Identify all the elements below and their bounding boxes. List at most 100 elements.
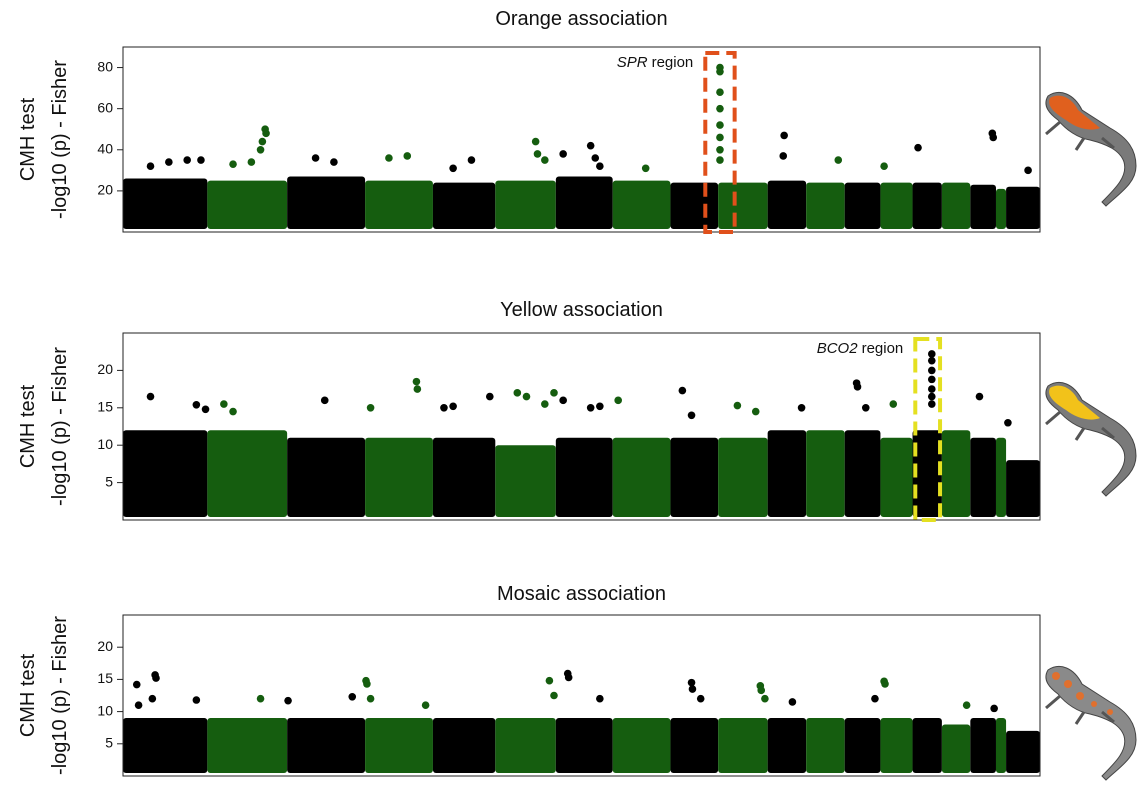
snp-point: [596, 402, 604, 411]
snp-point: [385, 154, 393, 162]
chromosome-band: [555, 176, 613, 229]
snp-point: [449, 402, 457, 411]
snp-point: [192, 401, 201, 409]
snp-point: [412, 377, 421, 386]
snp-point: [716, 121, 724, 129]
snp-point: [440, 404, 448, 412]
y-tick-label: 20: [97, 182, 113, 198]
snp-point: [614, 396, 622, 405]
snp-point: [262, 129, 270, 138]
chromosome-band: [970, 718, 996, 773]
chromosome-band: [718, 718, 768, 773]
chromosome-band: [941, 430, 971, 517]
region-label: SPR region: [617, 54, 694, 71]
y-tick-label: 10: [97, 436, 113, 452]
chromosome-band: [432, 718, 496, 773]
chromosome-band: [912, 182, 942, 229]
snp-point: [596, 694, 604, 703]
y-tick-label: 5: [105, 473, 113, 489]
y-tick-label: 10: [97, 702, 113, 718]
snp-point: [688, 685, 697, 693]
snp-point: [914, 143, 922, 152]
snp-point: [564, 673, 573, 682]
chromosome-band: [806, 718, 845, 773]
chromosome-band: [941, 724, 971, 773]
panel: Mosaic association CMH test -log10 (p) - F…: [17, 583, 1041, 777]
chromosome-band: [718, 182, 768, 229]
y-axis-label: -log10 (p) - Fisher: [49, 616, 71, 775]
region-label-part: BCO2: [817, 340, 859, 357]
snp-point: [586, 141, 595, 150]
chromosome-band: [555, 718, 613, 773]
snp-point: [596, 162, 604, 171]
chromosome-band: [670, 437, 719, 517]
chromosome-band: [995, 718, 1007, 773]
snp-point: [403, 152, 412, 160]
snp-point: [559, 150, 567, 158]
snp-point: [550, 691, 558, 700]
snp-point: [797, 404, 806, 412]
chromosome-band: [207, 430, 288, 517]
plot-frame: [122, 332, 1041, 521]
chromosome-band: [365, 180, 433, 229]
snp-point: [716, 156, 724, 164]
snp-point: [927, 366, 936, 375]
y-tick-label: 15: [97, 399, 113, 415]
snp-point: [183, 156, 191, 164]
snp-point: [871, 694, 879, 703]
snp-point: [678, 386, 687, 395]
chromosome-band: [207, 718, 288, 773]
panel-title: Yellow association: [500, 299, 663, 321]
plot-frame: [122, 614, 1041, 777]
chromosome-band: [432, 437, 496, 517]
snp-point: [881, 680, 889, 688]
y-tick-label: 60: [97, 99, 113, 115]
chromosome-band: [941, 182, 971, 229]
panel: Orange association CMH test -log10 (p) - F…: [17, 8, 1041, 234]
snp-point: [716, 88, 724, 97]
chromosome-band: [1006, 730, 1040, 773]
chromosome-band: [555, 437, 613, 517]
chromosome-band: [612, 437, 671, 517]
snp-point: [975, 392, 984, 401]
chromosome-band: [1006, 186, 1040, 229]
snp-point: [962, 701, 971, 709]
snp-point: [363, 680, 371, 688]
snp-point: [559, 396, 567, 405]
y-tick-label: 40: [97, 140, 113, 156]
region-highlight: [913, 337, 943, 522]
snp-point: [733, 401, 742, 410]
snp-point: [256, 145, 265, 154]
snp-point: [165, 158, 173, 166]
lizard-yellow: [1045, 382, 1137, 497]
snp-point: [330, 158, 338, 166]
snp-point: [834, 156, 843, 164]
snp-point: [258, 137, 267, 146]
chromosome-band: [880, 182, 913, 229]
snp-point: [780, 131, 788, 140]
snp-point: [229, 160, 237, 168]
region-label-part: region: [652, 54, 694, 71]
snp-point: [201, 405, 210, 414]
chromosome-band: [287, 437, 366, 517]
snp-point: [421, 701, 430, 709]
snp-point: [641, 164, 650, 173]
snp-point: [541, 156, 549, 164]
snp-point: [522, 392, 531, 401]
chromosome-band: [912, 430, 942, 517]
snp-point: [927, 400, 936, 408]
chromosome-band: [365, 437, 433, 517]
chromosome-band: [767, 180, 807, 229]
y-tick-label: 20: [97, 638, 113, 654]
chromosome-band: [880, 437, 913, 517]
chromosome-band: [880, 718, 913, 773]
y-axis-label: CMH test: [17, 384, 39, 468]
snp-point: [696, 694, 705, 703]
snp-point: [229, 407, 237, 416]
snp-point: [348, 692, 357, 701]
chromosome-band: [970, 184, 996, 229]
snp-point: [320, 396, 329, 405]
chromosome-band: [123, 178, 208, 229]
snp-point: [927, 375, 936, 384]
chromosome-band: [365, 718, 433, 773]
